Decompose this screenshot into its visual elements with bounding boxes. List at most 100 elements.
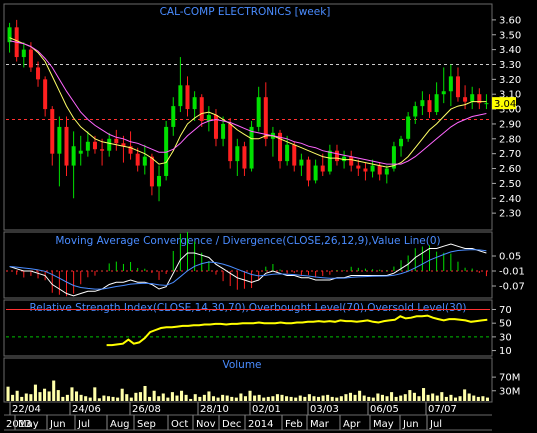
candle-body	[135, 153, 140, 166]
candle-body	[249, 126, 254, 169]
price-tick-label: 3.40	[499, 45, 521, 56]
volume-bar	[225, 395, 229, 401]
candle-body	[391, 146, 396, 169]
price-tick-label: 2.80	[499, 134, 521, 145]
volume-bar	[106, 396, 111, 401]
volume-bar	[335, 397, 339, 401]
candle-body	[349, 156, 354, 166]
volume-bar	[385, 396, 389, 401]
volume-bar	[175, 395, 179, 401]
candle-body	[228, 123, 233, 162]
candle-body	[121, 143, 126, 147]
price-tick-label: 2.60	[499, 164, 521, 175]
candle-body	[114, 138, 119, 144]
volume-bar	[143, 385, 147, 401]
candle-body	[342, 156, 347, 162]
candle-body	[92, 141, 97, 150]
volume-bar	[316, 396, 321, 401]
volume-bar	[380, 394, 384, 401]
month-label: Jul	[77, 419, 90, 430]
macd-panel-frame	[3, 231, 493, 299]
month-label: Aug	[110, 419, 130, 430]
candle-body	[235, 146, 240, 162]
volume-bar	[20, 396, 24, 401]
candle-body	[142, 156, 147, 166]
candle-body	[185, 85, 190, 110]
candle-body	[399, 138, 404, 147]
date-label: 22/04	[12, 404, 41, 415]
price-tick-label: 2.90	[499, 119, 521, 130]
volume-bar	[344, 394, 348, 401]
candle-body	[50, 109, 55, 154]
price-panel-frame	[3, 3, 493, 231]
rsi-tick-label: 70	[499, 305, 512, 316]
candle-body	[7, 27, 12, 43]
candle-body	[292, 144, 297, 166]
candle-body	[441, 91, 446, 95]
month-label: Dec	[222, 419, 241, 430]
volume-bar	[426, 394, 430, 401]
candle-body	[192, 97, 197, 110]
volume-bar	[216, 397, 220, 401]
candle-body	[470, 94, 475, 102]
volume-bar	[285, 396, 289, 401]
candle-body	[149, 156, 154, 187]
volume-bar	[348, 392, 353, 401]
candle-body	[178, 85, 183, 107]
price-tick-label: 2.70	[499, 149, 521, 160]
macd-y-axis: 0.05 -0.01 -0.07	[492, 252, 525, 293]
candle-body	[434, 94, 439, 113]
volume-bar	[170, 392, 174, 401]
volume-bar	[485, 397, 489, 401]
volume-bar	[152, 390, 156, 401]
volume-bar	[453, 397, 458, 401]
volume-bars	[6, 380, 489, 401]
rsi-tick-label: 10	[499, 346, 512, 357]
volume-bar	[52, 380, 56, 401]
price-tick-label: 3.10	[499, 90, 521, 101]
month-label: Jul	[429, 419, 442, 430]
month-label: Nov	[196, 419, 216, 430]
rsi-line	[6, 308, 490, 347]
price-tick-label: 3.30	[499, 60, 521, 71]
volume-bar	[444, 396, 448, 401]
volume-bar	[257, 394, 261, 401]
price-tick-label: 3.60	[499, 15, 521, 26]
volume-bar	[29, 394, 33, 401]
volume-bar	[33, 384, 37, 401]
volume-bar	[390, 392, 394, 401]
volume-bar	[289, 396, 293, 401]
candle-body	[413, 106, 418, 117]
price-candles	[7, 19, 489, 202]
volume-bar	[148, 396, 152, 401]
volume-bar	[294, 397, 298, 401]
volume-bar	[207, 391, 211, 401]
ma-fast-line	[9, 37, 487, 168]
rsi-tick-label: 30	[499, 332, 512, 343]
volume-bar	[431, 393, 435, 401]
volume-bar	[24, 393, 28, 401]
date-label: 06/05	[370, 404, 399, 415]
macd-tick-label: -0.07	[499, 282, 525, 293]
year-label: 2013	[6, 419, 31, 430]
volume-bar	[312, 396, 316, 401]
candle-body	[363, 168, 368, 172]
candle-body	[57, 126, 62, 154]
price-moving-averages	[9, 37, 487, 168]
rsi-y-axis: 70 50 30 10	[492, 305, 512, 357]
volume-bar	[161, 393, 165, 401]
volume-bar	[65, 394, 69, 401]
volume-bar	[97, 398, 101, 401]
candle-body	[278, 132, 283, 162]
volume-bar	[102, 395, 106, 401]
volume-bar	[399, 395, 403, 401]
price-tick-label: 3.00	[499, 105, 521, 116]
volume-bar	[403, 394, 407, 401]
volume-bar	[449, 394, 453, 401]
volume-bar	[61, 396, 65, 401]
volume-bar	[157, 396, 161, 401]
candle-body	[43, 79, 48, 110]
month-label: Mar	[310, 419, 330, 430]
